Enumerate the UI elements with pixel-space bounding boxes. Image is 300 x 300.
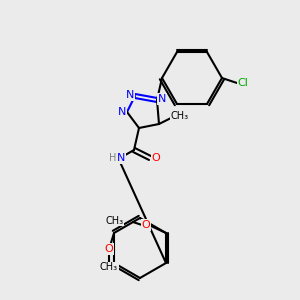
Text: N: N xyxy=(118,107,126,117)
Text: CH₃: CH₃ xyxy=(100,262,118,272)
Text: O: O xyxy=(152,153,160,163)
Text: H: H xyxy=(109,153,117,163)
Text: Cl: Cl xyxy=(238,78,248,88)
Text: O: O xyxy=(105,244,113,254)
Text: N: N xyxy=(117,153,125,163)
Text: N: N xyxy=(158,94,166,104)
Text: CH₃: CH₃ xyxy=(106,216,124,226)
Text: O: O xyxy=(142,220,150,230)
Text: CH₃: CH₃ xyxy=(171,111,189,121)
Text: N: N xyxy=(126,90,134,100)
